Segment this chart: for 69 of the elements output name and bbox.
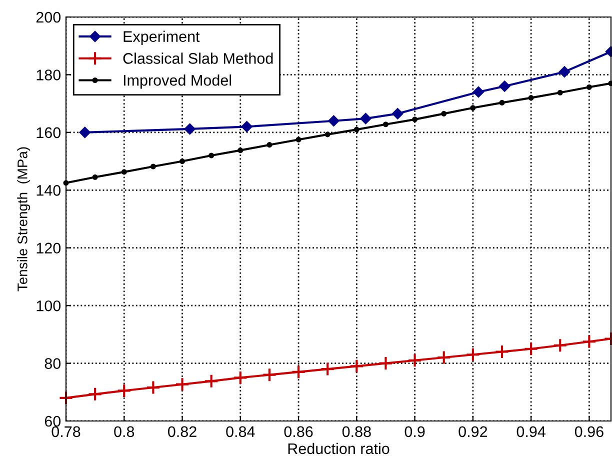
x-tick-label: 0.92: [458, 426, 488, 438]
point: [558, 66, 570, 78]
point: [324, 132, 330, 138]
legend-label: Experiment: [124, 30, 200, 45]
y-axis-title: Tensile Strength (MPa): [17, 147, 30, 292]
x-tick-label: 0.94: [516, 426, 546, 438]
y-tick-label: 200: [36, 12, 61, 23]
legend-label: Improved Model: [124, 74, 232, 89]
point: [586, 84, 592, 90]
y-tick-label: 140: [36, 185, 61, 196]
point: [121, 169, 127, 175]
point: [88, 386, 102, 402]
point: [262, 368, 277, 382]
x-tick-label: 0.8: [114, 426, 134, 438]
point: [528, 95, 534, 101]
point: [382, 122, 389, 128]
point: [582, 334, 596, 349]
point: [146, 380, 160, 395]
x-tick-label: 0.82: [168, 426, 196, 438]
point: [552, 338, 568, 353]
point: [412, 116, 418, 122]
x-tick-label: 0.84: [226, 426, 255, 438]
y-tick-label: 80: [44, 358, 61, 369]
point: [436, 350, 452, 365]
x-tick-label: 0.96: [574, 426, 604, 438]
point: [328, 115, 340, 126]
point: [266, 142, 272, 148]
legend-label: Classical Slab Method: [123, 52, 273, 64]
point: [378, 356, 394, 371]
point: [470, 105, 476, 111]
point: [233, 370, 248, 386]
point: [392, 108, 404, 120]
point: [174, 377, 190, 392]
point: [92, 174, 98, 180]
y-tick-label: 60: [44, 416, 61, 427]
y-tick-label: 180: [36, 70, 61, 80]
point: [499, 80, 510, 92]
point: [79, 126, 90, 138]
y-tick-label: 160: [36, 127, 61, 138]
x-tick-label: 0.86: [284, 426, 313, 438]
point: [524, 342, 538, 356]
point: [320, 362, 335, 376]
point: [557, 90, 563, 96]
y-tick-label: 100: [36, 300, 61, 312]
point: [494, 344, 510, 360]
point: [360, 112, 372, 124]
point: [58, 390, 74, 406]
point: [354, 126, 360, 132]
point: [184, 123, 196, 135]
x-tick-label: 0.88: [342, 426, 371, 438]
point: [441, 110, 447, 116]
point: [296, 136, 302, 142]
point: [408, 353, 422, 368]
point: [241, 121, 252, 132]
point: [208, 152, 214, 158]
x-axis-title: Reduction ratio: [288, 442, 390, 454]
point: [204, 374, 219, 388]
x-tick-label: 0.9: [404, 426, 425, 438]
point: [179, 158, 186, 164]
point: [349, 358, 364, 374]
point: [472, 86, 484, 98]
point: [150, 164, 156, 170]
point: [466, 347, 480, 362]
point: [291, 364, 306, 380]
point: [238, 148, 244, 154]
x-tick-label: 0.78: [52, 426, 80, 438]
point: [499, 100, 505, 106]
y-tick-label: 120: [36, 242, 61, 254]
point: [116, 383, 132, 398]
